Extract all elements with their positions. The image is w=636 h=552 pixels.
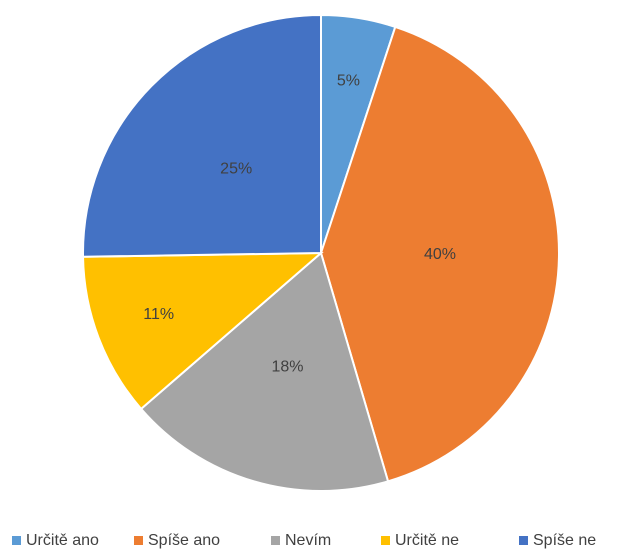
pie-slice xyxy=(82,251,324,411)
legend-swatch xyxy=(134,536,143,545)
pie-slice xyxy=(82,13,322,258)
legend-label: Spíše ano xyxy=(148,532,220,549)
data-label: 5% xyxy=(337,73,360,90)
data-label: 18% xyxy=(271,358,303,375)
legend-swatch xyxy=(381,536,390,545)
legend-label: Spíše ne xyxy=(533,532,596,549)
pie-slice xyxy=(319,25,560,483)
legend-label: Určitě ano xyxy=(26,532,99,549)
legend-swatch xyxy=(12,536,21,545)
data-label: 25% xyxy=(220,161,252,178)
legend-swatch xyxy=(519,536,528,545)
data-label: 40% xyxy=(424,246,456,263)
legend-swatch xyxy=(271,536,280,545)
data-label: 11% xyxy=(143,306,174,323)
legend-label: Nevím xyxy=(285,532,331,549)
pie-slice xyxy=(139,251,390,492)
legend-label: Určitě ne xyxy=(395,532,459,549)
